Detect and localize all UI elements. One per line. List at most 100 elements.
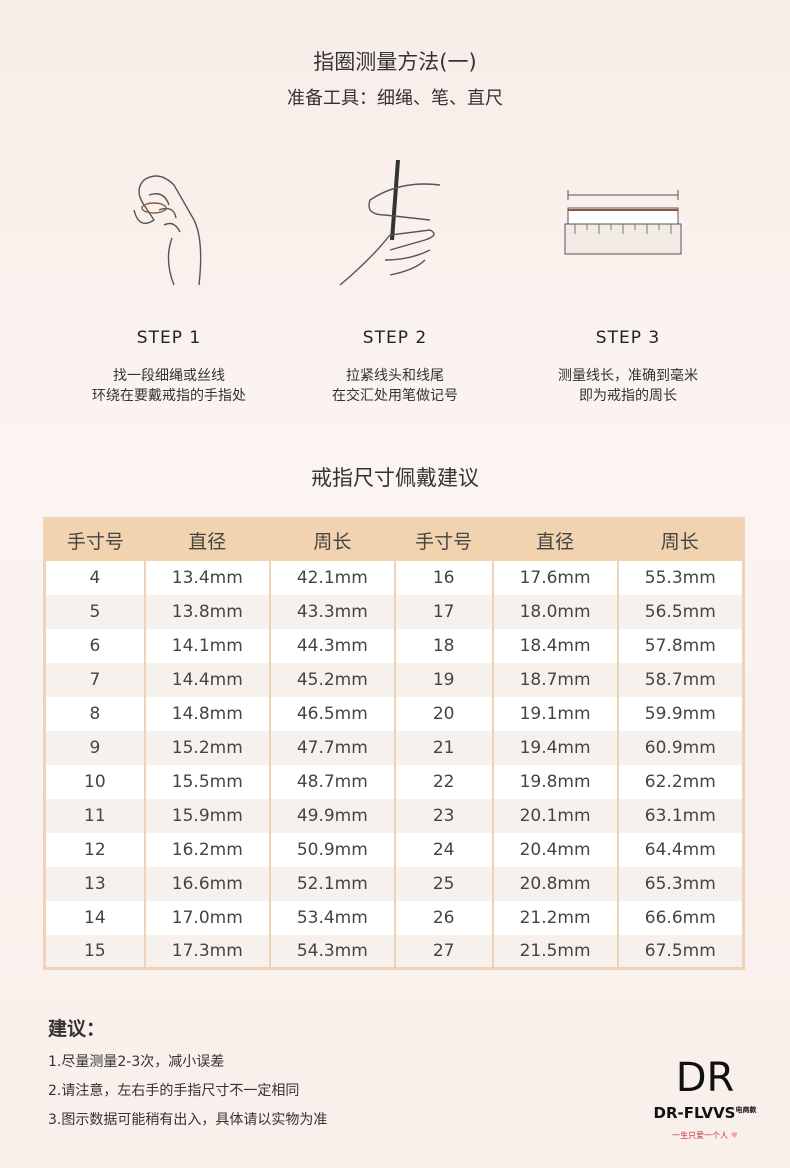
step-3: STEP 3 测量线长，准确到毫米 即为戒指的周长 [508, 160, 748, 406]
table-cell: 54.3mm [268, 934, 396, 969]
step-desc: 即为戒指的周长 [579, 388, 677, 404]
table-cell: 18.4mm [491, 628, 619, 663]
table-cell: 15 [43, 934, 146, 969]
logo-badge: 电商款 [735, 1106, 757, 1114]
table-cell: 42.1mm [268, 560, 396, 595]
table-row: 6 14.1mm 44.3mm 18 18.4mm 57.8mm [43, 628, 745, 663]
table-cell: 44.3mm [268, 628, 396, 663]
table-row: 15 17.3mm 54.3mm 27 21.5mm 67.5mm [43, 934, 745, 969]
table-cell: 57.8mm [616, 628, 745, 663]
heart-icon: ♥ [730, 1131, 738, 1140]
table-cell: 64.4mm [616, 832, 745, 867]
advice-item: 3.图示数据可能稍有出入，具体请以实物为准 [48, 1112, 328, 1128]
table-row: 13 16.6mm 52.1mm 25 20.8mm 65.3mm [43, 866, 745, 901]
step-2: STEP 2 拉紧线头和线尾 在交汇处用笔做记号 [275, 160, 515, 406]
table-cell: 21.2mm [491, 900, 619, 935]
table-cell: 9 [43, 730, 146, 765]
table-cell: 14.4mm [143, 662, 271, 697]
table-cell: 10 [43, 764, 146, 799]
table-row: 12 16.2mm 50.9mm 24 20.4mm 64.4mm [43, 832, 745, 867]
step-desc: 找一段细绳或丝线 [113, 368, 225, 384]
table-cell: 16.2mm [143, 832, 271, 867]
size-table-title: 戒指尺寸佩戴建议 [311, 466, 479, 490]
table-cell: 13.8mm [143, 594, 271, 629]
table-cell: 17.3mm [143, 934, 271, 969]
table-cell: 17.6mm [491, 560, 619, 595]
table-cell: 58.7mm [616, 662, 745, 697]
table-cell: 46.5mm [268, 696, 396, 731]
table-cell: 15.9mm [143, 798, 271, 833]
table-cell: 14 [43, 900, 146, 935]
table-row: 5 13.8mm 43.3mm 17 18.0mm 56.5mm [43, 594, 745, 629]
table-row: 9 15.2mm 47.7mm 21 19.4mm 60.9mm [43, 730, 745, 765]
table-cell: 66.6mm [616, 900, 745, 935]
column-header: 周长 [269, 518, 395, 561]
table-cell: 18.7mm [491, 662, 619, 697]
hand-marking-pen-icon [275, 160, 515, 290]
table-cell: 16.6mm [143, 866, 271, 901]
table-cell: 19.1mm [491, 696, 619, 731]
step-label: STEP 3 [595, 328, 661, 348]
table-cell: 13.4mm [143, 560, 271, 595]
table-row: 11 15.9mm 49.9mm 23 20.1mm 63.1mm [43, 798, 745, 833]
column-header: 直径 [492, 518, 618, 561]
table-cell: 67.5mm [616, 934, 745, 969]
table-cell: 65.3mm [616, 866, 745, 901]
table-row: 8 14.8mm 46.5mm 20 19.1mm 59.9mm [43, 696, 745, 731]
table-cell: 17.0mm [143, 900, 271, 935]
table-cell: 45.2mm [268, 662, 396, 697]
table-cell: 11 [43, 798, 146, 833]
table-cell: 48.7mm [268, 764, 396, 799]
advice-title: 建议： [48, 1018, 106, 1040]
table-cell: 17 [393, 594, 494, 629]
ruler-icon [508, 160, 748, 290]
table-cell: 52.1mm [268, 866, 396, 901]
table-cell: 21.5mm [491, 934, 619, 969]
table-cell: 27 [393, 934, 494, 969]
logo-brand: DR-FLVVS [653, 1104, 736, 1122]
advice-item: 1.尽量测量2-3次，减小误差 [48, 1054, 225, 1070]
table-cell: 24 [393, 832, 494, 867]
table-cell: 53.4mm [268, 900, 396, 935]
table-cell: 60.9mm [616, 730, 745, 765]
table-cell: 19.8mm [491, 764, 619, 799]
table-cell: 14.1mm [143, 628, 271, 663]
table-cell: 18 [393, 628, 494, 663]
table-cell: 7 [43, 662, 146, 697]
step-desc: 测量线长，准确到毫米 [558, 368, 698, 384]
logo-tagline: 一生只爱一个人 [672, 1131, 729, 1140]
table-cell: 43.3mm [268, 594, 396, 629]
table-cell: 59.9mm [616, 696, 745, 731]
table-cell: 25 [393, 866, 494, 901]
table-cell: 4 [43, 560, 146, 595]
step-desc: 环绕在要戴戒指的手指处 [92, 388, 246, 404]
table-row: 7 14.4mm 45.2mm 19 18.7mm 58.7mm [43, 662, 745, 697]
advice-list: 1.尽量测量2-3次，减小误差 2.请注意，左右手的手指尺寸不一定相同 3.图示… [48, 1048, 327, 1135]
table-cell: 6 [43, 628, 146, 663]
table-cell: 8 [43, 696, 146, 731]
table-cell: 5 [43, 594, 146, 629]
advice-item: 2.请注意，左右手的手指尺寸不一定相同 [48, 1083, 300, 1099]
table-cell: 56.5mm [616, 594, 745, 629]
table-cell: 20.1mm [491, 798, 619, 833]
table-cell: 20.8mm [491, 866, 619, 901]
table-row: 14 17.0mm 53.4mm 26 21.2mm 66.6mm [43, 900, 745, 935]
table-cell: 15.5mm [143, 764, 271, 799]
table-cell: 19 [393, 662, 494, 697]
table-row: 4 13.4mm 42.1mm 16 17.6mm 55.3mm [43, 560, 745, 595]
table-cell: 26 [393, 900, 494, 935]
ring-size-table: 手寸号 直径 周长 手寸号 直径 周长 4 13.4mm 42.1mm 16 17.6mm 55.3… [43, 517, 745, 970]
table-cell: 55.3mm [616, 560, 745, 595]
column-header: 手寸号 [394, 518, 493, 561]
table-cell: 23 [393, 798, 494, 833]
table-cell: 14.8mm [143, 696, 271, 731]
logo-mark: DR [675, 1055, 735, 1101]
brand-logo: DR DR-FLVVS电商款 一生只爱一个人 ♥ [640, 1058, 770, 1141]
table-cell: 20 [393, 696, 494, 731]
table-cell: 21 [393, 730, 494, 765]
table-cell: 12 [43, 832, 146, 867]
table-row: 10 15.5mm 48.7mm 22 19.8mm 62.2mm [43, 764, 745, 799]
table-cell: 49.9mm [268, 798, 396, 833]
table-cell: 13 [43, 866, 146, 901]
column-header: 周长 [617, 518, 744, 561]
